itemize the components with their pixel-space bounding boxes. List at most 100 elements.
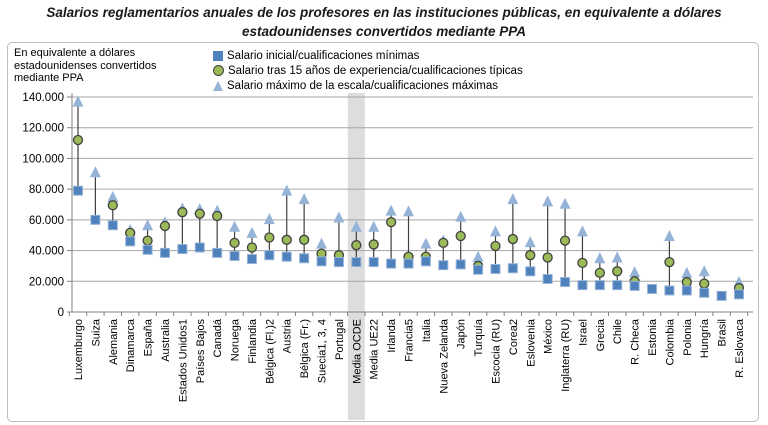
y-axis-unit-note-line: En equivalente a dólares (14, 47, 136, 59)
max-salary-marker (681, 266, 693, 278)
salary-15yr-marker (368, 239, 379, 250)
max-salary-marker (576, 225, 588, 237)
starting-salary-marker (507, 263, 518, 274)
max-salary-marker (246, 226, 258, 238)
x-category-label: Dinamarca (125, 318, 137, 372)
salary-15yr-marker (385, 217, 397, 228)
starting-salary-marker (681, 285, 692, 296)
y-tick-label: 80.000 (29, 184, 64, 196)
x-category-label: Países Bajos (195, 319, 207, 384)
x-category-label: Colombia (664, 318, 676, 365)
x-category-label: Alemania (108, 318, 120, 365)
y-tick-label: 120.000 (22, 123, 64, 135)
max-salary-marker (559, 197, 571, 209)
starting-salary-marker (403, 258, 414, 269)
starting-salary-marker (299, 253, 310, 264)
starting-salary-marker (542, 273, 553, 284)
legend-item-max-salary: Salario máximo de la escala/cualificacio… (213, 78, 523, 93)
max-salary-marker (698, 265, 710, 277)
salary-15yr-marker (281, 234, 292, 245)
x-category-label: España (143, 318, 155, 356)
starting-salary-marker (594, 280, 605, 291)
x-category-label: Canadá (212, 318, 224, 357)
max-salary-marker (455, 210, 467, 222)
x-category-label: Suiza (90, 318, 102, 346)
chart-title: Salarios reglamentarios anuales de los p… (0, 3, 768, 41)
starting-salary-marker (212, 247, 223, 258)
salary-15yr-marker (525, 250, 536, 261)
starting-salary-marker (264, 250, 275, 261)
starting-salary-marker (560, 277, 571, 288)
max-salary-marker (629, 266, 641, 278)
x-category-label: Bélgica (Fl.)2 (264, 319, 276, 384)
chart-legend: Salario inicial/cualificaciones mínimas … (213, 48, 523, 93)
starting-salary-marker (420, 256, 431, 267)
starting-salary-marker (647, 283, 658, 294)
starting-salary-marker (194, 242, 205, 253)
y-tick-label: 140.000 (22, 92, 64, 104)
y-tick-label: 60.000 (29, 215, 64, 227)
max-salary-marker (333, 211, 345, 223)
salary-15yr-marker (577, 257, 588, 269)
starting-salary-marker (90, 214, 101, 225)
x-category-label: R. Checa (630, 318, 642, 365)
max-salary-marker (611, 251, 623, 263)
x-category-label: Eslovenia (525, 318, 537, 367)
legend-label: Salario tras 15 años de experiencia/cual… (228, 64, 523, 77)
x-category-label: R. Eslovaca (734, 318, 746, 378)
x-category-label: Escocia (RU) (490, 319, 502, 384)
starting-salary-marker (125, 236, 136, 247)
starting-salary-marker (577, 280, 588, 291)
starting-salary-marker (177, 244, 188, 255)
triangle-marker-icon (213, 80, 223, 91)
chart-title-line1: Salarios reglamentarios anuales de los p… (46, 5, 722, 20)
chart-title-line2: estadounidenses convertidos mediante PPA (241, 24, 527, 39)
y-tick-label: 40.000 (29, 246, 64, 258)
max-salary-marker (72, 95, 84, 107)
max-salary-marker (472, 250, 484, 262)
salary-15yr-marker (594, 267, 605, 278)
max-salary-marker (663, 229, 675, 241)
x-category-label: Estados Unidos1 (177, 319, 189, 402)
x-category-label: Luxemburgo (73, 319, 85, 380)
y-axis-unit-note-line: mediante PPA (14, 72, 84, 84)
salary-15yr-marker (159, 220, 171, 232)
starting-salary-marker (734, 289, 744, 300)
starting-salary-marker (246, 254, 257, 265)
salary-15yr-marker (542, 252, 553, 263)
x-category-label: Portugal (334, 319, 346, 360)
max-salary-marker (350, 220, 362, 232)
salary-15yr-marker (455, 230, 466, 242)
max-salary-marker (316, 237, 328, 249)
salary-15yr-marker (490, 240, 501, 252)
starting-salary-marker (612, 280, 623, 291)
x-category-label: Hungría (699, 318, 711, 358)
max-salary-marker (281, 184, 293, 196)
max-salary-marker (263, 213, 275, 225)
x-category-label: Estonia (647, 318, 659, 356)
starting-salary-marker (455, 259, 466, 270)
x-category-label: Polonia (682, 318, 694, 356)
x-category-label: Bélgica (Fr.) (299, 319, 311, 378)
legend-label: Salario máximo de la escala/cualificacio… (227, 79, 499, 92)
starting-salary-marker (73, 185, 83, 196)
starting-salary-marker (351, 257, 362, 268)
starting-salary-marker (107, 220, 118, 231)
x-category-label: Francia5 (404, 319, 416, 362)
starting-salary-marker (473, 264, 484, 275)
max-salary-marker (420, 237, 432, 249)
max-salary-marker (594, 252, 606, 264)
max-salary-marker (368, 220, 380, 232)
max-salary-marker (403, 205, 414, 217)
square-marker-icon (213, 50, 223, 61)
salary-15yr-marker (298, 234, 310, 245)
x-category-label: Chile (612, 319, 624, 344)
x-category-label: Finlandia (247, 318, 259, 364)
y-tick-label: 0 (58, 307, 64, 319)
starting-salary-marker (386, 258, 397, 269)
starting-salary-marker (525, 266, 536, 277)
starting-salary-marker (281, 251, 292, 262)
starting-salary-marker (333, 257, 344, 268)
y-axis-unit-note-line: estadounidenses convertidos (14, 59, 157, 72)
